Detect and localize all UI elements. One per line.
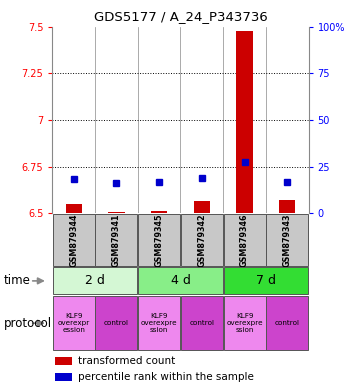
Bar	[236, 31, 253, 213]
Bar	[224, 214, 265, 266]
Title: GDS5177 / A_24_P343736: GDS5177 / A_24_P343736	[93, 10, 268, 23]
Text: 4 d: 4 d	[170, 275, 191, 287]
Bar	[66, 204, 82, 213]
Text: KLF9
overexpre
ssion: KLF9 overexpre ssion	[141, 313, 178, 333]
Bar	[181, 214, 223, 266]
Text: GSM879343: GSM879343	[283, 213, 292, 267]
Text: control: control	[275, 320, 300, 326]
Text: time: time	[4, 275, 30, 287]
Text: GSM879345: GSM879345	[155, 213, 164, 267]
Text: 7 d: 7 d	[256, 275, 276, 287]
Text: percentile rank within the sample: percentile rank within the sample	[78, 372, 254, 382]
Text: GSM879344: GSM879344	[69, 213, 78, 267]
Bar	[138, 296, 180, 350]
Bar	[138, 214, 180, 266]
Bar	[53, 214, 95, 266]
Text: KLF9
overexpr
ession: KLF9 overexpr ession	[57, 313, 90, 333]
Text: control: control	[104, 320, 129, 326]
Bar	[181, 296, 223, 350]
Bar	[151, 211, 167, 213]
Text: GSM879341: GSM879341	[112, 213, 121, 267]
Text: GSM879346: GSM879346	[240, 213, 249, 267]
Bar	[96, 214, 137, 266]
Text: protocol: protocol	[4, 317, 52, 329]
Bar	[96, 296, 137, 350]
Text: control: control	[190, 320, 214, 326]
Bar	[194, 201, 210, 213]
Bar	[279, 200, 295, 213]
Bar	[266, 296, 308, 350]
Bar	[266, 214, 308, 266]
Bar	[55, 357, 71, 365]
Text: KLF9
overexpre
ssion: KLF9 overexpre ssion	[226, 313, 263, 333]
Bar	[224, 267, 308, 295]
Bar	[53, 267, 137, 295]
Bar	[53, 296, 95, 350]
Bar	[108, 212, 125, 213]
Text: GSM879342: GSM879342	[197, 213, 206, 267]
Bar	[138, 267, 223, 295]
Bar	[224, 296, 265, 350]
Text: transformed count: transformed count	[78, 356, 175, 366]
Bar	[55, 372, 71, 381]
Text: 2 d: 2 d	[85, 275, 105, 287]
